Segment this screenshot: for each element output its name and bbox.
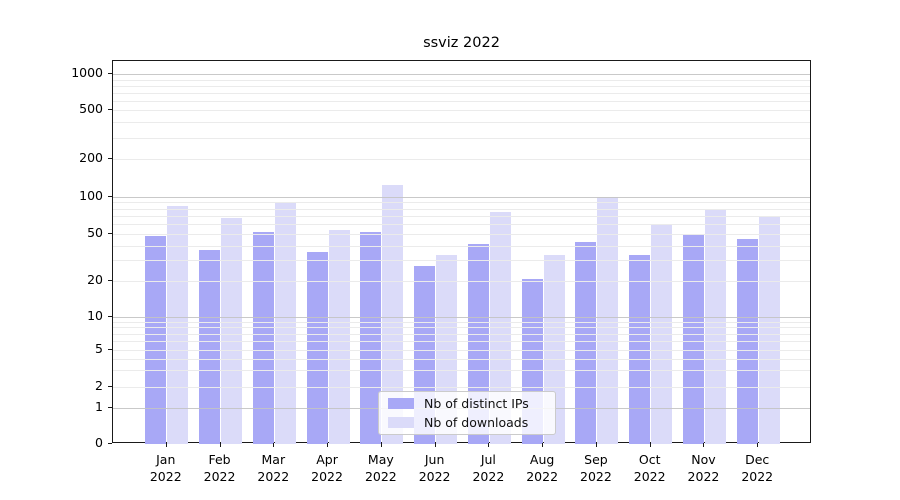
chart-title: ssviz 2022 bbox=[423, 35, 500, 51]
x-tick-mark bbox=[165, 443, 167, 447]
y-tick-mark bbox=[108, 443, 112, 444]
x-tick-mark bbox=[595, 443, 597, 447]
minor-gridline bbox=[113, 349, 810, 351]
y-tick-mark bbox=[108, 407, 112, 409]
minor-gridline bbox=[113, 341, 810, 343]
legend-item: Nb of downloads bbox=[379, 415, 555, 430]
minor-gridline bbox=[113, 110, 810, 112]
legend: Nb of distinct IPs Nb of downloads bbox=[378, 391, 556, 435]
minor-gridline bbox=[113, 281, 810, 283]
x-tick-mark bbox=[273, 443, 275, 447]
minor-gridline bbox=[113, 370, 810, 372]
y-tick-label: 50 bbox=[87, 225, 103, 240]
minor-gridline bbox=[113, 224, 810, 226]
bar-downloads-nov bbox=[704, 208, 726, 444]
x-tick-mark bbox=[380, 443, 382, 447]
minor-gridline bbox=[113, 202, 810, 204]
x-tick-mark bbox=[542, 443, 544, 447]
x-tick-mark bbox=[219, 443, 221, 447]
x-tick-label: May 2022 bbox=[364, 452, 397, 484]
minor-gridline bbox=[113, 159, 810, 161]
bar-distinct-ips-nov bbox=[682, 234, 704, 444]
y-tick-mark bbox=[108, 348, 112, 350]
y-tick-mark bbox=[108, 158, 112, 160]
x-tick-label: Mar 2022 bbox=[257, 452, 290, 484]
plot-area bbox=[112, 60, 811, 444]
legend-label: Nb of distinct IPs bbox=[424, 396, 529, 412]
minor-gridline bbox=[113, 137, 810, 139]
bar-distinct-ips-mar bbox=[252, 231, 274, 444]
y-tick-label: 10 bbox=[87, 307, 103, 323]
y-tick-label: 0 bbox=[95, 435, 103, 450]
minor-gridline bbox=[113, 92, 810, 94]
y-tick-label: 500 bbox=[79, 101, 103, 117]
x-tick-label: Jun 2022 bbox=[418, 452, 451, 484]
major-gridline bbox=[113, 316, 810, 318]
y-tick-mark bbox=[108, 315, 112, 317]
x-tick-mark bbox=[488, 443, 490, 447]
x-tick-mark bbox=[434, 443, 436, 447]
y-tick-mark bbox=[108, 109, 112, 111]
bar-downloads-dec bbox=[758, 215, 780, 444]
y-tick-label: 20 bbox=[87, 272, 103, 288]
major-gridline bbox=[113, 196, 810, 198]
legend-label: Nb of downloads bbox=[424, 414, 529, 430]
minor-gridline bbox=[113, 208, 810, 210]
bar-downloads-mar bbox=[274, 201, 296, 444]
y-tick-mark bbox=[108, 73, 112, 75]
x-tick-label: Aug 2022 bbox=[526, 452, 559, 484]
bar-distinct-ips-sep bbox=[575, 241, 597, 444]
minor-gridline bbox=[113, 79, 810, 81]
bar-downloads-jan bbox=[167, 206, 189, 444]
minor-gridline bbox=[113, 333, 810, 335]
y-tick-mark bbox=[108, 280, 112, 282]
x-tick-label: Dec 2022 bbox=[741, 452, 774, 484]
minor-gridline bbox=[113, 327, 810, 329]
y-tick-label: 1 bbox=[95, 399, 103, 415]
minor-gridline bbox=[113, 215, 810, 217]
y-tick-label: 100 bbox=[79, 187, 103, 203]
legend-swatch-downloads bbox=[388, 416, 414, 428]
y-tick-label: 1000 bbox=[71, 65, 103, 81]
legend-item: Nb of distinct IPs bbox=[379, 396, 555, 411]
x-tick-label: Nov 2022 bbox=[687, 452, 720, 484]
y-tick-label: 5 bbox=[95, 340, 103, 356]
minor-gridline bbox=[113, 122, 810, 124]
bar-downloads-feb bbox=[221, 218, 243, 444]
y-tick-label: 2 bbox=[95, 378, 103, 393]
bar-distinct-ips-feb bbox=[199, 249, 221, 444]
minor-gridline bbox=[113, 387, 810, 388]
legend-swatch-distinct-ips bbox=[388, 398, 414, 410]
major-gridline bbox=[113, 74, 810, 76]
x-tick-mark bbox=[703, 443, 705, 447]
y-tick-label: 200 bbox=[79, 150, 103, 166]
bar-downloads-may bbox=[382, 185, 404, 444]
x-tick-mark bbox=[327, 443, 329, 447]
bar-distinct-ips-jan bbox=[145, 236, 167, 444]
bar-distinct-ips-apr bbox=[306, 252, 328, 444]
x-tick-label: Oct 2022 bbox=[633, 452, 666, 484]
minor-gridline bbox=[113, 100, 810, 102]
minor-gridline bbox=[113, 260, 810, 262]
x-tick-mark bbox=[757, 443, 759, 447]
x-tick-label: Jul 2022 bbox=[472, 452, 505, 484]
x-tick-mark bbox=[649, 443, 651, 447]
y-tick-mark bbox=[108, 386, 112, 387]
minor-gridline bbox=[113, 245, 810, 247]
minor-gridline bbox=[113, 321, 810, 323]
x-tick-label: Apr 2022 bbox=[311, 452, 343, 484]
y-tick-mark bbox=[108, 195, 112, 197]
x-tick-label: Sep 2022 bbox=[580, 452, 612, 484]
minor-gridline bbox=[113, 234, 810, 235]
x-tick-label: Jan 2022 bbox=[149, 452, 182, 484]
minor-gridline bbox=[113, 85, 810, 87]
x-tick-label: Feb 2022 bbox=[203, 452, 236, 484]
y-tick-mark bbox=[108, 233, 112, 234]
minor-gridline bbox=[113, 358, 810, 360]
bar-downloads-sep bbox=[597, 196, 619, 444]
bar-downloads-apr bbox=[328, 229, 350, 444]
bar-distinct-ips-may bbox=[360, 231, 382, 444]
